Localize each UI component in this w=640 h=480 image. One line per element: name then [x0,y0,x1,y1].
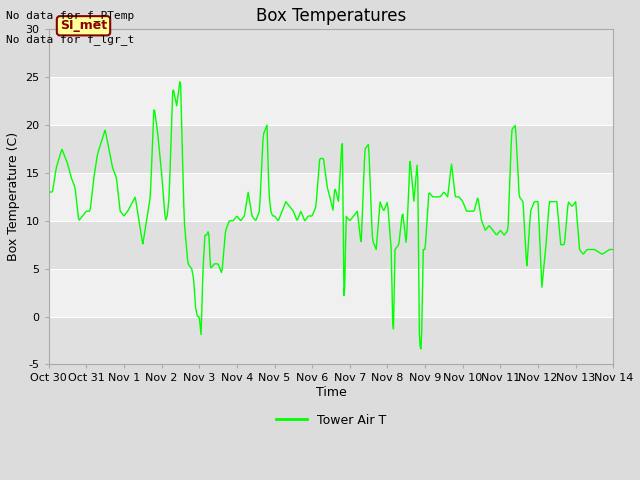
Bar [49,221,613,269]
Text: SI_met: SI_met [60,19,107,32]
Y-axis label: Box Temperature (C): Box Temperature (C) [7,132,20,262]
Bar [49,173,613,221]
Title: Box Temperatures: Box Temperatures [256,7,406,25]
Bar [49,77,613,125]
Bar [49,125,613,173]
Bar [49,316,613,364]
Bar [49,269,613,316]
Text: No data for f_PTemp: No data for f_PTemp [6,10,134,21]
Bar [49,29,613,77]
X-axis label: Time: Time [316,386,346,399]
Legend: Tower Air T: Tower Air T [271,409,391,432]
Text: No data for f_lgr_t: No data for f_lgr_t [6,34,134,45]
